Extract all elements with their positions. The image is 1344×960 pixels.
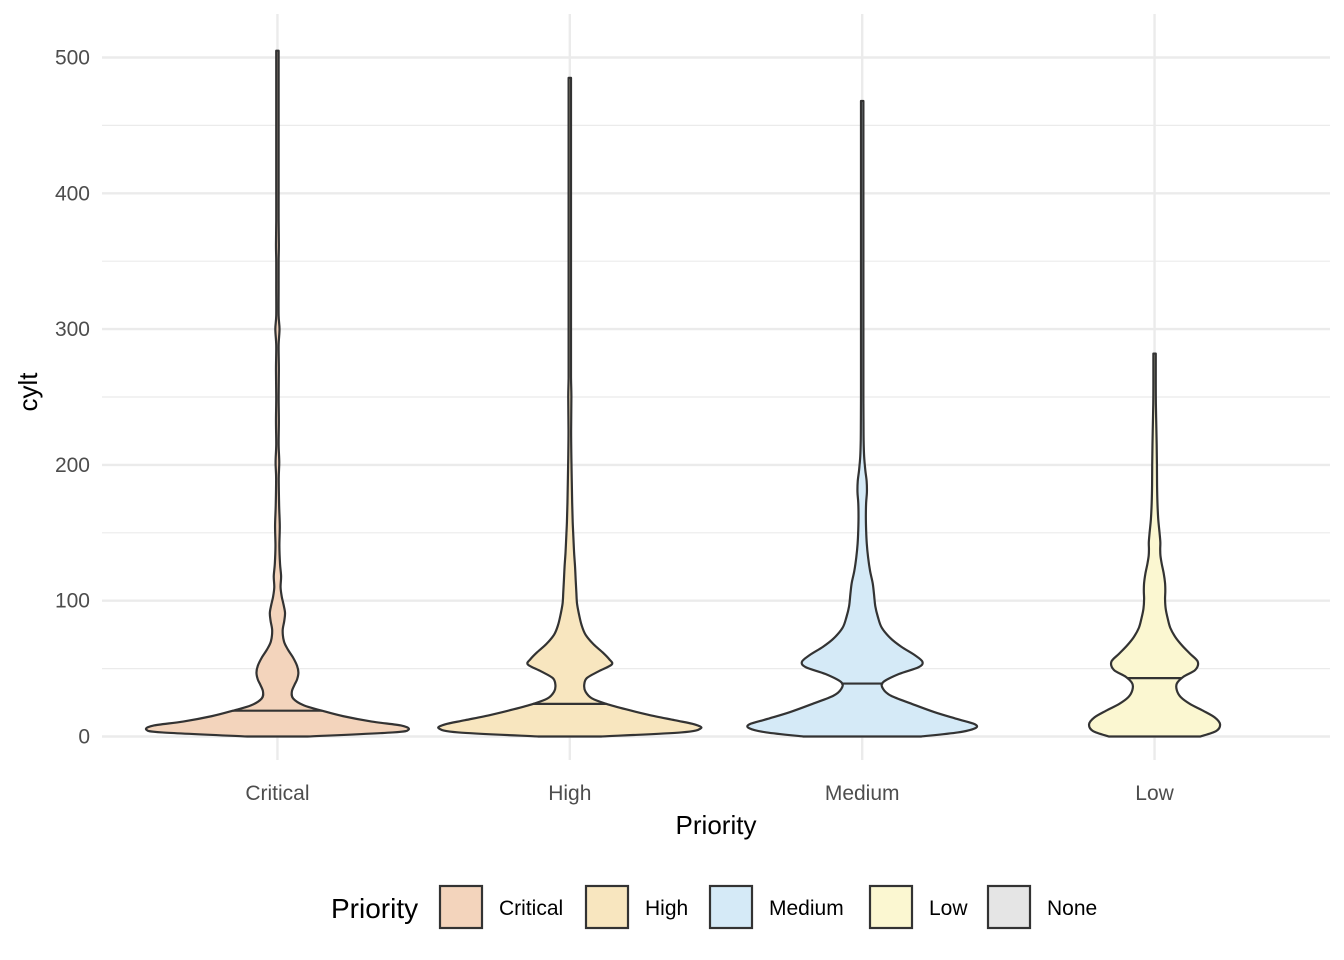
x-tick-label: Critical [245,782,309,805]
x-axis-tick-labels: Critical High Medium Low [245,782,1174,805]
violins [144,49,1222,738]
y-tick-label: 400 [55,182,90,205]
x-tick-label: Medium [825,782,900,805]
legend-title: Priority [331,893,418,924]
violin-high [437,76,703,738]
violin-medium [746,99,979,738]
legend-items: Critical High Medium Low None [438,884,1097,930]
violin-low [1087,352,1222,738]
legend-label: Critical [499,897,563,920]
x-tick-label: High [548,782,591,805]
violin-critical [144,49,410,738]
legend-label: High [645,897,688,920]
y-tick-label: 100 [55,590,90,613]
legend-label: Low [929,897,968,920]
legend-label: Medium [769,897,844,920]
y-tick-label: 200 [55,454,90,477]
legend-key-critical [438,884,484,930]
x-axis-title: Priority [676,810,757,840]
legend-key-low [868,884,914,930]
legend-label: None [1047,897,1097,920]
y-tick-label: 300 [55,318,90,341]
x-tick-label: Low [1135,782,1174,805]
legend-key-medium [708,884,754,930]
y-tick-label: 0 [78,726,90,749]
legend: Priority Critical High Medium Low None [331,884,1097,930]
legend-key-none [986,884,1032,930]
y-axis-title: cylt [13,372,43,412]
y-tick-label: 500 [55,47,90,70]
legend-key-high [584,884,630,930]
y-axis-tick-labels: 0 100 200 300 400 500 [55,47,90,749]
